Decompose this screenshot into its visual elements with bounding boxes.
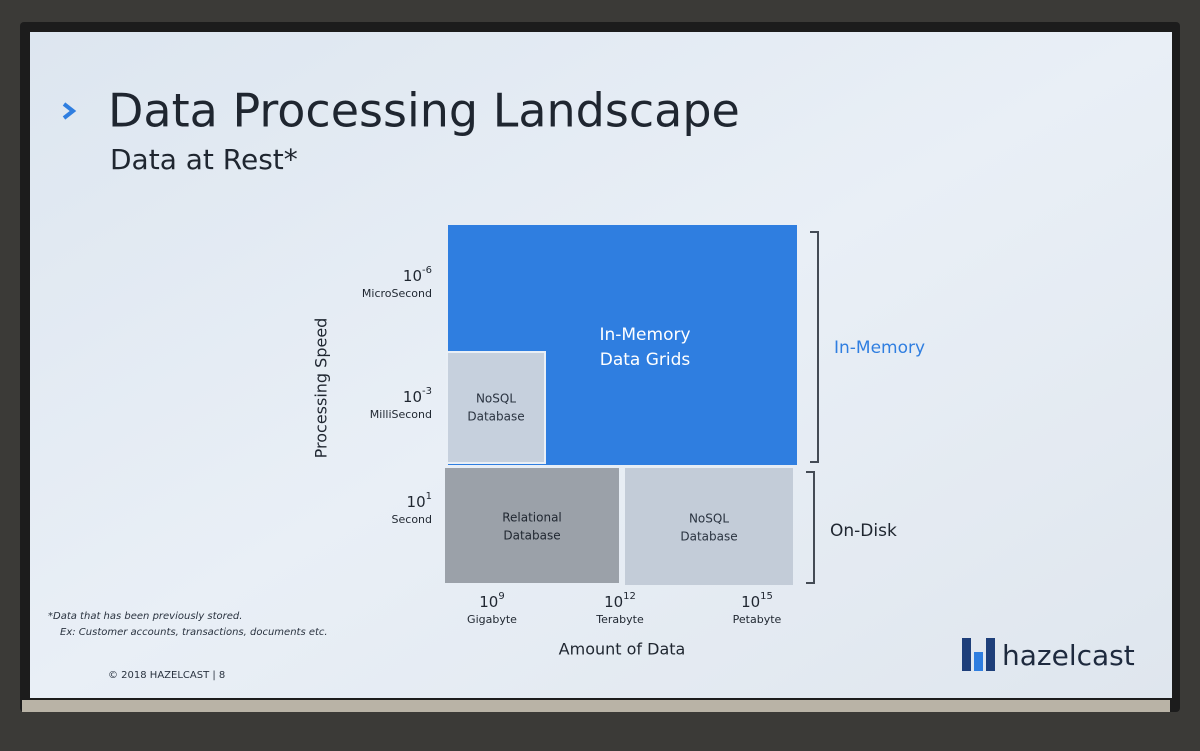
logo-icon (962, 638, 995, 671)
box-label: NoSQL (689, 512, 729, 526)
box-label: Database (503, 529, 560, 543)
subtitle: Data at Rest* (110, 143, 298, 176)
box-nosql-disk (625, 468, 793, 585)
bracket-label: In-Memory (834, 338, 925, 358)
tick-label: Terabyte (595, 613, 644, 626)
tick-label: MicroSecond (362, 287, 432, 300)
box-label: Relational (502, 511, 562, 525)
tv-bottom-edge (22, 700, 1170, 712)
tick-value: 10-3 (403, 386, 432, 406)
tick-value: 1015 (741, 591, 773, 611)
tick-base: 10 (403, 267, 422, 285)
tick-value: 10-6 (403, 265, 432, 285)
box-relational (445, 468, 619, 583)
bracket (810, 231, 819, 463)
tick-base: 10 (604, 593, 623, 611)
box-label: Data Grids (600, 350, 691, 370)
tick-exponent: 9 (498, 591, 504, 602)
bracket-label: On-Disk (830, 521, 897, 541)
tick-base: 10 (407, 493, 426, 511)
tick-exponent: -6 (422, 265, 432, 276)
tick-value: 109 (479, 591, 504, 611)
title: Data Processing Landscape (108, 84, 740, 138)
logo-text: hazelcast (1002, 639, 1135, 672)
tick-base: 10 (403, 388, 422, 406)
tick-base: 10 (479, 593, 498, 611)
tick-label: Petabyte (733, 613, 782, 626)
tick-exponent: 12 (623, 591, 636, 602)
box-nosql-memory (446, 351, 546, 464)
x-axis-label: Amount of Data (559, 640, 686, 659)
tick-label: MilliSecond (370, 408, 432, 421)
tick-exponent: 15 (760, 591, 773, 602)
tick-value: 1012 (604, 591, 636, 611)
tick-base: 10 (741, 593, 760, 611)
box-label: Database (680, 530, 737, 544)
tick-exponent: -3 (422, 386, 432, 397)
box-label: NoSQL (476, 392, 516, 406)
y-axis-label: Processing Speed (312, 318, 331, 459)
footnote: *Data that has been previously stored. (48, 611, 242, 622)
tick-label: Second (392, 513, 432, 526)
copyright: © 2018 HAZELCAST | 8 (108, 670, 225, 681)
bracket (806, 471, 815, 584)
box-label: In-Memory (599, 325, 690, 345)
footnote: Ex: Customer accounts, transactions, doc… (60, 627, 328, 638)
box-label: Database (467, 410, 524, 424)
tick-value: 101 (407, 491, 432, 511)
tick-label: Gigabyte (467, 613, 517, 626)
tick-exponent: 1 (426, 491, 432, 502)
title-chevron (62, 102, 77, 120)
